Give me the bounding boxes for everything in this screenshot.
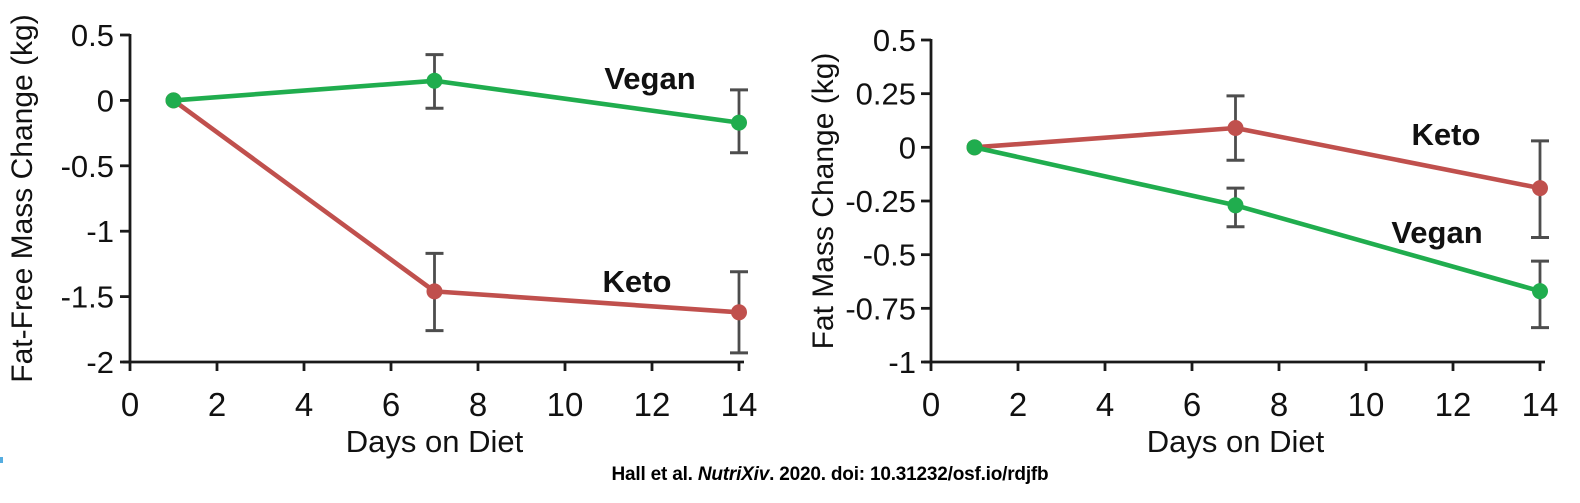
keto-marker <box>1227 120 1244 137</box>
y-tick-label: -0.5 <box>61 149 114 184</box>
keto-marker <box>1532 180 1548 197</box>
y-tick-label: -0.25 <box>845 184 916 219</box>
y-tick-label: 0 <box>97 83 114 118</box>
x-tick-label: 14 <box>1522 386 1559 423</box>
x-tick-label: 8 <box>1270 386 1288 423</box>
axes <box>921 38 1545 371</box>
x-tick-label: 4 <box>1096 386 1114 423</box>
keto-marker <box>426 283 443 300</box>
y-tick-label: -1 <box>888 345 916 380</box>
x-tick-label: 10 <box>547 386 584 423</box>
axes <box>120 33 744 371</box>
keto-marker <box>731 304 747 321</box>
y-axis-title: Fat-Free Mass Change (kg) <box>6 14 39 382</box>
figure-caption: Hall et al. NutriXiv. 2020. doi: 10.3123… <box>430 464 1230 486</box>
caption-text-2: . 2020. doi: 10.31232/osf.io/rdjfb <box>769 464 1049 485</box>
x-tick-label: 2 <box>1009 386 1027 423</box>
y-tick-label: -0.5 <box>863 238 916 273</box>
y-tick-label: -2 <box>86 345 114 380</box>
caption-journal-name: NutriXiv <box>697 464 770 485</box>
y-tick-label: 0 <box>899 130 916 165</box>
x-axis-title: Days on Diet <box>346 424 524 459</box>
y-tick-label: -1.5 <box>61 280 114 315</box>
keto-series-label: Keto <box>1412 117 1481 152</box>
x-tick-label: 0 <box>922 386 940 423</box>
x-tick-label: 14 <box>721 386 758 423</box>
x-tick-label: 8 <box>469 386 487 423</box>
keto-series-label: Keto <box>603 264 672 299</box>
y-tick-label: -1 <box>86 214 114 249</box>
keto-series: Keto <box>165 92 748 355</box>
caption-text-1: Hall et al. <box>611 464 698 485</box>
fat-mass-change-chart: 0.50.250-0.25-0.5-0.75-10 2 4 6 8 10 12 14Days … <box>807 23 1558 459</box>
y-tick-label: 0.25 <box>856 77 916 112</box>
y-tick-label: 0.5 <box>873 23 916 58</box>
x-tick-label: 6 <box>382 386 400 423</box>
vegan-marker <box>165 92 182 109</box>
x-tick-label: 4 <box>295 386 313 423</box>
y-tick-label: -0.75 <box>845 291 916 326</box>
vegan-series-label: Vegan <box>604 61 695 96</box>
vegan-marker <box>426 72 443 89</box>
x-tick-label: 2 <box>208 386 226 423</box>
x-axis-title: Days on Diet <box>1147 424 1325 459</box>
y-axis-title: Fat Mass Change (kg) <box>807 53 840 350</box>
y-tick-label: 0.5 <box>71 18 114 53</box>
x-tick-label: 12 <box>1435 386 1472 423</box>
vegan-marker <box>966 139 983 156</box>
x-tick-label: 12 <box>634 386 671 423</box>
x-tick-label: 6 <box>1183 386 1201 423</box>
stray-blue-mark <box>0 457 3 463</box>
vegan-marker <box>731 114 747 131</box>
x-tick-label: 0 <box>121 386 139 423</box>
x-tick-label: 10 <box>1348 386 1385 423</box>
vegan-marker <box>1532 283 1548 300</box>
vegan-marker <box>1227 197 1244 214</box>
vegan-series-label: Vegan <box>1391 215 1482 250</box>
vegan-series: Vegan <box>165 53 748 155</box>
vegan-series: Vegan <box>966 139 1549 330</box>
